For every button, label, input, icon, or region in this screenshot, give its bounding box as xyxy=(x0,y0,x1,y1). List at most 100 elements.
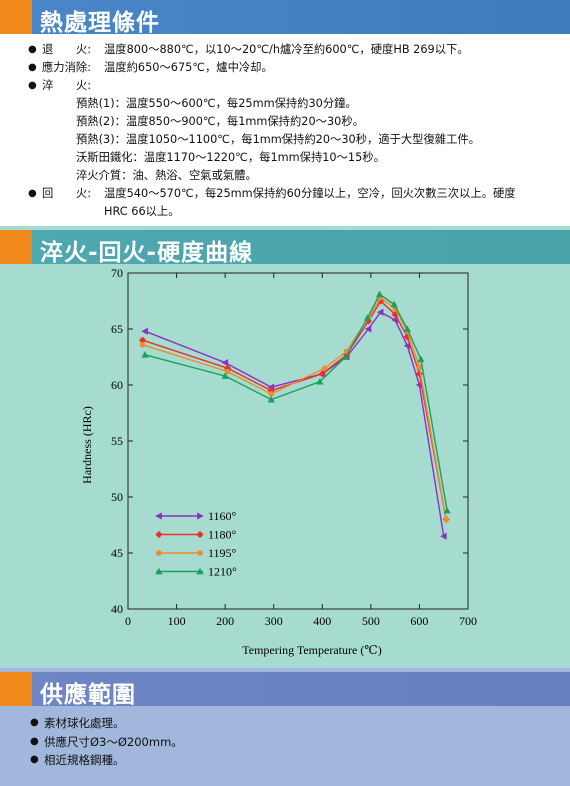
data-point xyxy=(363,314,372,321)
heat-treatment-section: 熱處理條件 ● 退 火: 温度800～880℃，以10～20℃/h爐冷至約600… xyxy=(0,0,570,226)
plot-frame xyxy=(127,272,469,610)
series-line xyxy=(142,299,447,520)
chart-legend: 1160° 1180° 1195° 1210° xyxy=(155,509,237,579)
x-tick-label: 300 xyxy=(265,614,283,628)
data-point xyxy=(139,341,146,348)
y-tick-label: 70 xyxy=(111,266,123,280)
legend-item: 1160° xyxy=(155,509,237,523)
bullet-icon: ● xyxy=(30,754,39,765)
data-point xyxy=(390,300,398,308)
header-accent-tab xyxy=(0,672,32,706)
series-2 xyxy=(138,297,450,523)
supply-section: 供應範圍 ● 素材球化處理。 ● 供應尺寸Ø3～Ø200mm。 ● 相近規格鋼種。 xyxy=(0,668,570,786)
bullet-icon: ● xyxy=(28,80,37,91)
legend-label: 1210° xyxy=(208,565,237,579)
quench-media-text: 淬火介質：油、熱浴、空氣或氣體。 xyxy=(76,169,257,182)
data-point xyxy=(417,355,425,363)
legend-marker-start xyxy=(155,567,163,575)
bullet-icon: ● xyxy=(28,44,37,55)
bullet-icon: ● xyxy=(30,717,39,728)
quench-row: ● 淬 火: xyxy=(28,77,480,95)
header-accent-tab xyxy=(0,0,32,34)
data-point xyxy=(443,506,451,514)
data-point xyxy=(391,310,399,319)
austenite-text: 沃斯田鐵化：温度1170～1220℃，每1mm保持10～15秒。 xyxy=(76,151,385,164)
annealing-row: ● 退 火: 温度800～880℃，以10～20℃/h爐冷至約600℃，硬度HB… xyxy=(28,41,480,59)
header-accent-tab xyxy=(0,230,32,264)
bullet-icon: ● xyxy=(30,735,39,747)
tempering-row-2: HRC 66以上。 xyxy=(28,203,480,221)
legend-marker-end xyxy=(197,512,204,520)
tempering-text-2: HRC 66以上。 xyxy=(104,205,180,218)
chart-axes: 0 100 200 300 400 500 600 700 40 45 50 55 60 65 70 xyxy=(111,266,477,628)
supply-title: 供應範圍 xyxy=(40,682,136,708)
data-point xyxy=(318,370,326,378)
x-tick-label: 600 xyxy=(410,614,428,628)
data-point xyxy=(321,365,328,371)
y-tick-label: 45 xyxy=(111,546,123,560)
stress-relief-label: 應力消除: xyxy=(42,61,91,74)
data-point xyxy=(221,359,229,367)
x-tick-label: 400 xyxy=(313,614,331,628)
supply-header: 供應範圍 xyxy=(0,672,570,708)
data-point xyxy=(221,372,229,379)
data-point xyxy=(268,391,275,397)
series-1 xyxy=(141,308,447,540)
curve-header: 淬火-回火-硬度曲線 xyxy=(0,230,570,266)
legend-marker-end xyxy=(196,567,204,575)
data-point xyxy=(141,327,148,335)
preheat1-text: 預熱(1)：温度550～600℃，每25mm保持約30分鐘。 xyxy=(76,97,357,110)
legend-marker-end xyxy=(196,530,204,539)
supply-list: ● 素材球化處理。 ● 供應尺寸Ø3～Ø200mm。 ● 相近規格鋼種。 xyxy=(30,714,183,770)
hardness-curve-section: 淬火-回火-硬度曲線 0 100 200 300 400 500 600 700 40 45 50 5… xyxy=(0,226,570,668)
annealing-label: 退 火: xyxy=(42,43,91,56)
legend-marker-start xyxy=(155,530,163,539)
data-point xyxy=(267,395,275,403)
data-point xyxy=(376,308,384,316)
preheat2-text: 預熱(2)：温度850～900℃，每1mm保持約20～30秒。 xyxy=(76,115,364,128)
legend-label: 1180° xyxy=(208,528,237,542)
supply-item: ● 供應尺寸Ø3～Ø200mm。 xyxy=(30,733,183,752)
stress-relief-text: 温度約650～675℃，爐中冷却。 xyxy=(104,61,273,74)
y-tick-label: 40 xyxy=(111,602,123,616)
heat-treatment-title: 熱處理條件 xyxy=(40,10,160,36)
y-tick-label: 65 xyxy=(111,322,123,336)
data-point xyxy=(403,325,411,332)
series-4 xyxy=(141,290,451,514)
y-tick-label: 55 xyxy=(111,434,123,448)
legend-marker-start xyxy=(155,512,162,520)
data-point xyxy=(316,378,324,385)
x-tick-label: 500 xyxy=(362,614,380,628)
supply-item: ● 相近規格鋼種。 xyxy=(30,751,183,770)
quench-label: 淬 火: xyxy=(42,79,91,92)
data-point xyxy=(141,351,149,358)
legend-marker-end xyxy=(197,550,203,556)
data-point xyxy=(224,368,231,375)
data-point xyxy=(376,290,384,298)
heat-treatment-list: ● 退 火: 温度800～880℃，以10～20℃/h爐冷至約600℃，硬度HB… xyxy=(28,41,516,221)
supply-item-text: 相近規格鋼種。 xyxy=(44,753,125,767)
data-point xyxy=(415,370,424,378)
supply-item-text: 素材球化處理。 xyxy=(44,716,125,730)
stress-relief-row: ● 應力消除: 温度約650～675℃，爐中冷却。 xyxy=(28,59,480,77)
heat-treatment-header: 熱處理條件 xyxy=(0,0,570,36)
data-point xyxy=(364,325,372,333)
x-tick-label: 200 xyxy=(216,614,234,628)
curve-title: 淬火-回火-硬度曲線 xyxy=(40,240,254,266)
data-point xyxy=(440,532,447,540)
legend-label: 1160° xyxy=(208,509,237,523)
tempering-text: 温度540～570℃，每25mm保持約60分鐘以上，空冷，回火次數三次以上。硬度 xyxy=(104,187,516,200)
supply-item-text: 供應尺寸Ø3～Ø200mm。 xyxy=(44,734,183,749)
x-tick-label: 0 xyxy=(125,614,131,628)
supply-item: ● 素材球化處理。 xyxy=(30,714,183,733)
data-point xyxy=(342,353,350,360)
data-point xyxy=(416,364,423,370)
bullet-icon: ● xyxy=(28,188,37,199)
tempering-label: 回 火: xyxy=(42,187,91,200)
legend-item: 1210° xyxy=(155,565,237,579)
series-line xyxy=(144,311,445,537)
legend-label: 1195° xyxy=(208,546,237,560)
preheat3-text: 預熱(3)：温度1050～1100℃，每1mm保持約20～30秒，適于大型復雜工… xyxy=(76,133,480,146)
x-tick-label: 100 xyxy=(168,614,186,628)
legend-item: 1180° xyxy=(155,528,237,542)
